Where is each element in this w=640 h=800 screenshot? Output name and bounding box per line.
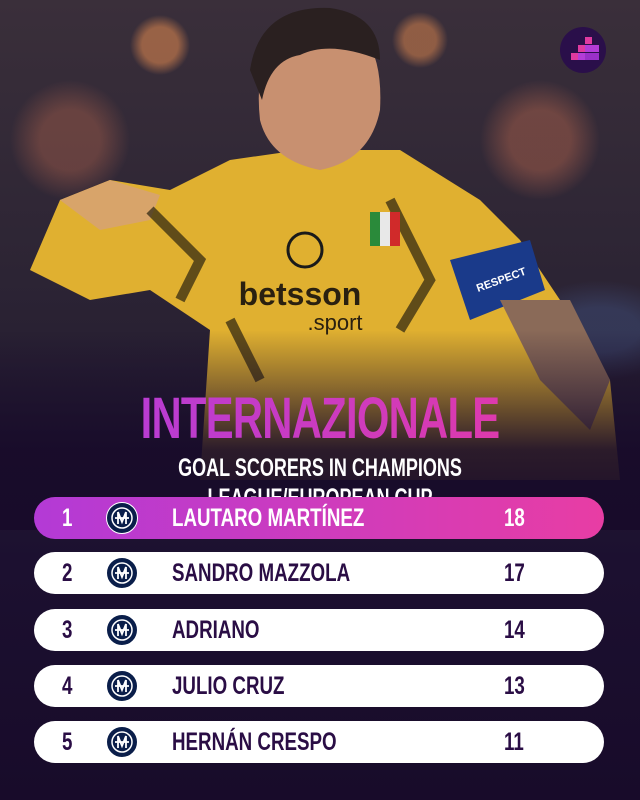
player-name: ADRIANO xyxy=(172,616,260,644)
scorer-row: 5 HERNÁN CRESPO 11 xyxy=(34,721,604,763)
goals-value: 18 xyxy=(504,504,525,532)
rank: 5 xyxy=(62,728,73,756)
goals-value: 11 xyxy=(504,728,524,756)
scorer-row: 2 SANDRO MAZZOLA 17 xyxy=(34,552,604,594)
inter-crest-icon xyxy=(106,557,138,589)
inter-crest-icon xyxy=(106,726,138,758)
scorer-row: 3 ADRIANO 14 xyxy=(34,609,604,651)
inter-crest-icon xyxy=(106,670,138,702)
goals-value: 14 xyxy=(504,616,525,644)
scorer-row: 4 JULIO CRUZ 13 xyxy=(34,665,604,707)
rank: 4 xyxy=(62,672,73,700)
bottom-fade xyxy=(0,330,640,530)
player-name: SANDRO MAZZOLA xyxy=(172,559,351,587)
inter-crest-icon xyxy=(106,614,138,646)
rank: 2 xyxy=(62,559,73,587)
page-title: INTERNAZIONALE xyxy=(90,388,551,450)
scorer-row: 1 LAUTARO MARTÍNEZ 18 xyxy=(34,497,604,539)
rank: 1 xyxy=(62,504,73,532)
player-name: HERNÁN CRESPO xyxy=(172,728,337,756)
inter-crest-icon xyxy=(106,502,138,534)
player-name: LAUTARO MARTÍNEZ xyxy=(172,504,365,532)
player-name: JULIO CRUZ xyxy=(172,672,285,700)
goals-value: 13 xyxy=(504,672,525,700)
svg-text:betsson: betsson xyxy=(239,276,362,312)
stairs-logo-icon xyxy=(560,27,606,73)
rank: 3 xyxy=(62,616,73,644)
goals-value: 17 xyxy=(504,559,525,587)
